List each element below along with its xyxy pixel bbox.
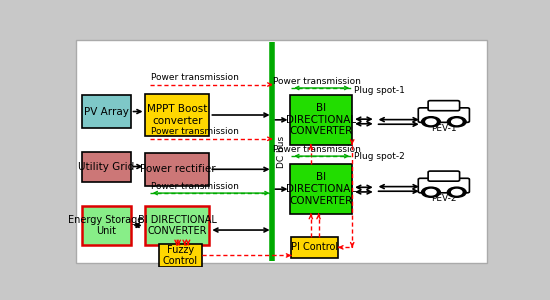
FancyBboxPatch shape xyxy=(418,178,469,193)
Text: Power transmission: Power transmission xyxy=(273,145,361,154)
Text: Power transmission: Power transmission xyxy=(151,182,239,191)
Text: PV Array: PV Array xyxy=(84,107,129,117)
Text: Utility Grid: Utility Grid xyxy=(78,161,134,172)
Text: Energy Storage
Unit: Energy Storage Unit xyxy=(68,214,144,236)
Text: BI DIRECTIONAL
CONVERTER: BI DIRECTIONAL CONVERTER xyxy=(138,214,217,236)
Text: DC bus: DC bus xyxy=(277,135,286,168)
Circle shape xyxy=(452,119,462,124)
FancyBboxPatch shape xyxy=(81,95,130,128)
FancyBboxPatch shape xyxy=(145,153,210,186)
Circle shape xyxy=(447,187,466,197)
Text: BI
DIRECTIONAL
CONVERTER: BI DIRECTIONAL CONVERTER xyxy=(286,103,356,136)
FancyBboxPatch shape xyxy=(145,94,210,136)
FancyBboxPatch shape xyxy=(418,108,469,122)
FancyBboxPatch shape xyxy=(290,95,352,145)
Text: PEV-2: PEV-2 xyxy=(431,194,456,203)
Text: Power transmission: Power transmission xyxy=(273,77,361,86)
FancyBboxPatch shape xyxy=(290,164,352,214)
Text: Plug spot-2: Plug spot-2 xyxy=(354,152,405,160)
FancyBboxPatch shape xyxy=(81,206,130,245)
Text: BI
DIRECTIONAL
CONVERTER: BI DIRECTIONAL CONVERTER xyxy=(286,172,356,206)
Text: Power transmission: Power transmission xyxy=(151,128,239,136)
FancyBboxPatch shape xyxy=(159,244,202,267)
FancyBboxPatch shape xyxy=(428,100,460,111)
Text: Fuzzy
Control: Fuzzy Control xyxy=(163,245,198,266)
Circle shape xyxy=(452,189,462,195)
FancyBboxPatch shape xyxy=(428,171,460,181)
Circle shape xyxy=(426,119,436,124)
Circle shape xyxy=(447,117,466,127)
FancyBboxPatch shape xyxy=(145,206,210,245)
Text: PEV-1: PEV-1 xyxy=(431,124,456,133)
FancyBboxPatch shape xyxy=(81,152,130,182)
Circle shape xyxy=(422,187,441,197)
Text: MPPT Boost
converter: MPPT Boost converter xyxy=(147,104,208,126)
Text: Power transmission: Power transmission xyxy=(151,73,239,82)
Circle shape xyxy=(422,117,441,127)
Text: Power rectifier: Power rectifier xyxy=(140,164,215,174)
Text: Plug spot-1: Plug spot-1 xyxy=(354,86,405,95)
FancyBboxPatch shape xyxy=(76,40,487,263)
FancyBboxPatch shape xyxy=(292,237,338,258)
Text: PI Control: PI Control xyxy=(291,242,338,252)
Circle shape xyxy=(426,189,436,195)
